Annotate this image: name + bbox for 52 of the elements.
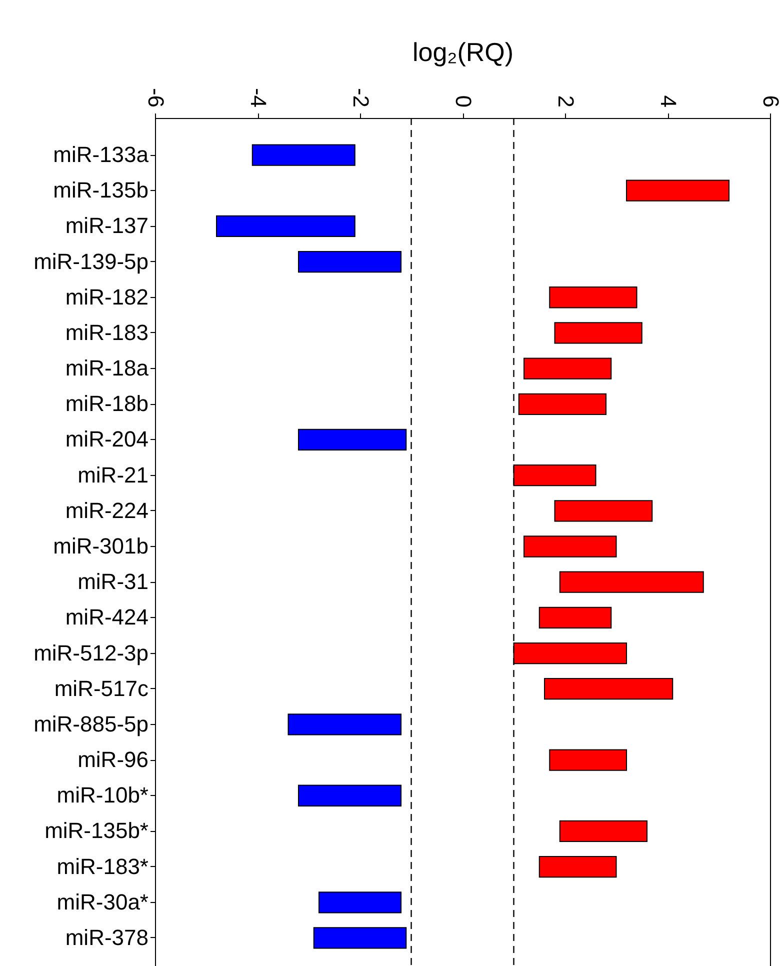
- y-tick-label: miR-30a*: [56, 889, 149, 914]
- x-tick-label: -2: [348, 88, 374, 108]
- x-tick-label: 2: [554, 95, 578, 108]
- bar: [313, 927, 407, 949]
- y-tick-label: miR-139-5p: [34, 248, 148, 274]
- y-tick-label: miR-133a: [53, 142, 150, 168]
- y-tick-label: miR-183: [65, 320, 148, 345]
- x-axis-title: log₂(RQ): [412, 36, 514, 67]
- bar: [518, 393, 606, 415]
- bar: [554, 322, 642, 344]
- bar: [549, 286, 638, 308]
- y-tick-label: miR-18b: [65, 391, 148, 416]
- bar: [559, 820, 648, 842]
- y-tick-label: miR-204: [65, 426, 148, 452]
- bar: [554, 500, 653, 522]
- y-tick-label: miR-424: [65, 604, 148, 630]
- y-tick-label: miR-31: [78, 569, 148, 594]
- bar: [288, 714, 402, 736]
- y-tick-label: miR-301b: [53, 534, 148, 558]
- bar: [252, 144, 356, 166]
- bar: [626, 180, 730, 202]
- y-tick-label: miR-885-5p: [34, 711, 148, 736]
- x-tick-label: 6: [758, 95, 780, 108]
- bar: [544, 678, 674, 700]
- bar: [216, 215, 356, 238]
- y-tick-label: miR-10b*: [56, 782, 149, 808]
- y-tick-label: miR-224: [65, 498, 148, 523]
- x-tick-label: 4: [656, 95, 681, 108]
- y-tick-label: miR-182: [65, 284, 148, 310]
- bar: [298, 428, 407, 451]
- bar: [549, 749, 627, 771]
- y-tick-label: miR-21: [78, 462, 148, 488]
- x-tick-label: 0: [451, 95, 476, 108]
- y-tick-label: miR-378: [65, 924, 148, 950]
- x-tick-label: -6: [144, 88, 168, 108]
- y-tick-label: miR-18a: [65, 356, 150, 381]
- bar: [298, 250, 402, 273]
- bar: [538, 856, 617, 878]
- bar: [538, 606, 612, 628]
- x-tick-label: -4: [246, 88, 271, 108]
- y-tick-label: miR-137: [65, 213, 148, 238]
- bar: [318, 892, 402, 914]
- bar: [298, 784, 402, 806]
- y-tick-label: miR-135b*: [44, 818, 149, 844]
- bar: [524, 358, 612, 380]
- y-tick-label: miR-183*: [56, 854, 149, 879]
- y-tick-label: miR-96: [78, 747, 148, 772]
- y-tick-label: miR-517c: [54, 676, 148, 701]
- y-tick-label: miR-512-3p: [34, 640, 148, 666]
- bar: [524, 536, 617, 558]
- bar: [559, 571, 704, 593]
- y-tick-label: miR-135b: [53, 178, 148, 203]
